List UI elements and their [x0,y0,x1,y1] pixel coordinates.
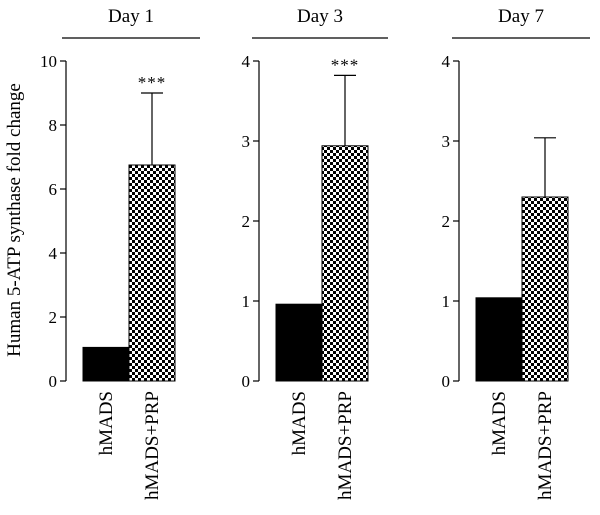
y-tick-label: 3 [242,132,251,151]
bar-hmads-prp [128,164,176,382]
y-tick-label: 10 [40,52,57,71]
panel-title: Day 1 [108,6,154,27]
y-tick-label: 0 [242,372,251,391]
y-tick-label: 6 [49,180,58,199]
y-tick-label: 3 [442,132,451,151]
y-tick-label: 8 [49,116,58,135]
y-tick-label: 0 [442,372,451,391]
category-label: hMADS [96,391,117,455]
y-tick-label: 2 [242,212,251,231]
y-tick-label: 0 [49,372,58,391]
y-tick-label: 4 [242,52,251,71]
panel-title: Day 3 [297,6,343,27]
bar-hmads [475,297,523,382]
y-tick-label: 2 [49,308,58,327]
y-tick-label: 2 [442,212,451,231]
y-tick-label: 1 [242,292,251,311]
bar-hmads-prp [521,196,569,382]
significance-marker: *** [331,55,360,74]
chart-panel-3: Day 7 0 1 2 3 4 hMADS hMADS+PRP [442,6,590,500]
category-label: hMADS+PRP [535,391,556,500]
bar-hmads [82,346,130,382]
y-tick-label: 4 [442,52,451,71]
chart-panel-2: Day 3 0 1 2 3 4 hMADS *** hMADS+PRP [242,6,388,500]
bar-hmads [275,303,323,382]
category-label: hMADS+PRP [142,391,163,500]
bar-hmads-prp [321,145,369,382]
chart-panel-1: Day 1 0 2 4 6 8 10 hMADS *** hMADS+PRP [40,6,200,500]
y-tick-label: 4 [49,244,58,263]
y-axis-label: Human 5-ATP synthase fold change [4,83,25,357]
y-tick-label: 1 [442,292,451,311]
category-label: hMADS [489,391,510,455]
category-label: hMADS [289,391,310,455]
panel-title: Day 7 [498,6,544,27]
category-label: hMADS+PRP [335,391,356,500]
significance-marker: *** [138,73,167,92]
